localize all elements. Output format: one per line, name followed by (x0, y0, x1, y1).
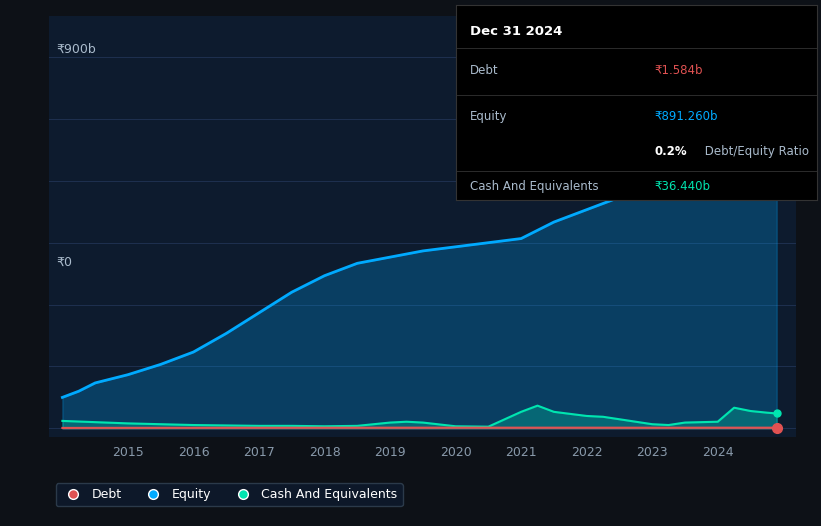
Text: ₹900b: ₹900b (57, 43, 97, 56)
Text: Debt: Debt (470, 64, 498, 77)
Text: ₹0: ₹0 (57, 256, 73, 269)
Text: Equity: Equity (470, 110, 507, 124)
Text: ₹36.440b: ₹36.440b (654, 180, 710, 194)
Text: Dec 31 2024: Dec 31 2024 (470, 25, 562, 38)
Text: Debt/Equity Ratio: Debt/Equity Ratio (701, 145, 810, 158)
Text: ₹1.584b: ₹1.584b (654, 64, 703, 77)
Legend: Debt, Equity, Cash And Equivalents: Debt, Equity, Cash And Equivalents (56, 483, 402, 506)
Text: 0.2%: 0.2% (654, 145, 687, 158)
Text: Cash And Equivalents: Cash And Equivalents (470, 180, 599, 194)
Text: ₹891.260b: ₹891.260b (654, 110, 718, 124)
